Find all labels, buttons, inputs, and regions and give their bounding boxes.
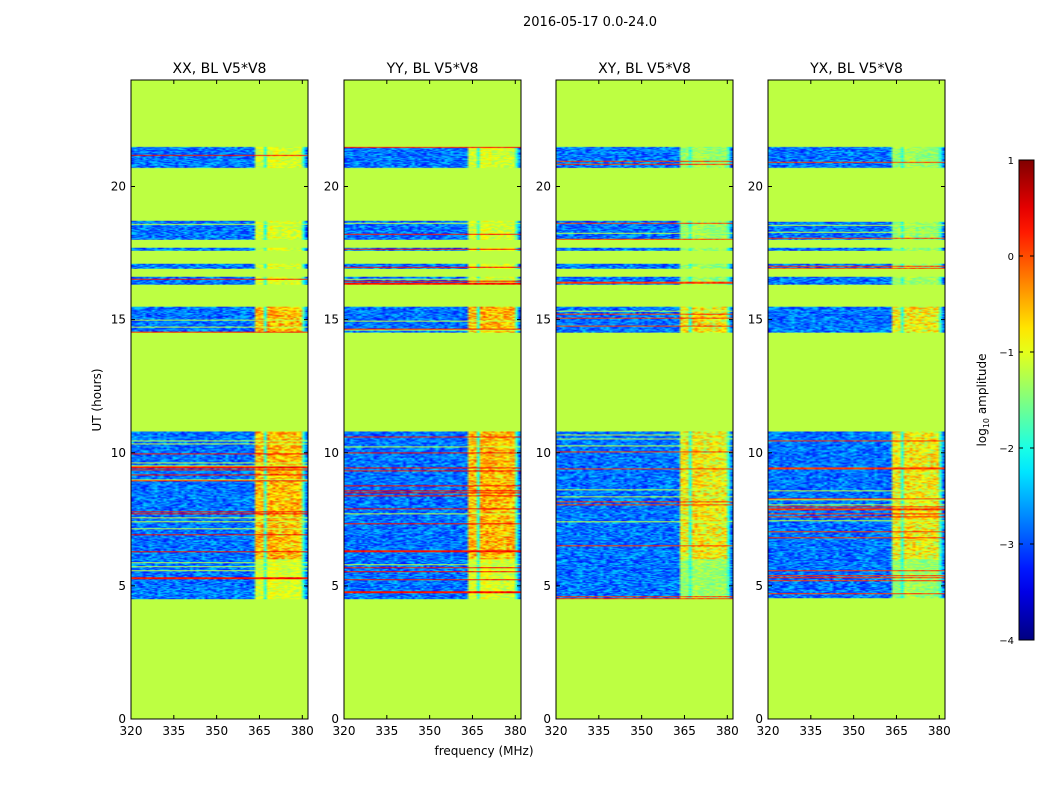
y-tick-label: 15 — [111, 313, 126, 327]
colorbar-label: log10 amplitude — [975, 354, 991, 447]
y-tick-label: 20 — [748, 180, 763, 194]
spectrogram-image — [556, 80, 733, 719]
panel-title: YY, BL V5*V8 — [386, 61, 479, 77]
colorbar: log10 amplitude 1 0 −1 −2 −3 −4 — [975, 156, 1035, 647]
x-tick-label: 320 — [757, 724, 780, 738]
colorbar-tick-label: −2 — [999, 444, 1014, 455]
plot-frame — [343, 79, 522, 720]
x-tick-label: 320 — [120, 724, 143, 738]
x-tick-label: 380 — [928, 724, 951, 738]
x-tick-label: 350 — [842, 724, 865, 738]
figure-suptitle: 2016-05-17 0.0-24.0 — [523, 15, 657, 30]
y-tick-label: 0 — [118, 712, 126, 726]
y-tick-label: 5 — [331, 579, 339, 593]
x-tick-label: 350 — [630, 724, 653, 738]
panel-4: YX, BL V5*V8 320 335 350 365 380 0 5 10 15 20 — [748, 61, 951, 738]
panel-title: XX, BL V5*V8 — [173, 61, 267, 77]
x-tick-label: 320 — [545, 724, 568, 738]
y-tick-label: 10 — [324, 446, 339, 460]
y-tick-label: 5 — [118, 579, 126, 593]
x-tick-label: 380 — [291, 724, 314, 738]
y-tick-label: 5 — [755, 579, 763, 593]
y-tick-label: 5 — [543, 579, 551, 593]
y-tick-label: 15 — [324, 313, 339, 327]
x-tick-label: 380 — [716, 724, 739, 738]
x-tick-label: 320 — [333, 724, 356, 738]
panel-title: YX, BL V5*V8 — [809, 61, 903, 77]
y-tick-label: 0 — [331, 712, 339, 726]
colorbar-ramp — [1018, 159, 1035, 641]
panel-1: XX, BL V5*V8 320 335 350 365 380 0 5 10 15 20 — [111, 61, 314, 738]
x-tick-label: 335 — [162, 724, 185, 738]
x-tick-label: 350 — [205, 724, 228, 738]
y-axis-label: UT (hours) — [90, 368, 104, 431]
panel-2: YY, BL V5*V8 320 335 350 365 380 0 5 10 15 20 — [324, 61, 527, 738]
y-tick-label: 15 — [536, 313, 551, 327]
spectrogram-image — [344, 80, 521, 719]
x-tick-label: 350 — [418, 724, 441, 738]
colorbar-tick-label: −3 — [999, 540, 1014, 551]
plot-frame — [555, 79, 734, 720]
y-tick-label: 10 — [748, 446, 763, 460]
x-tick-label: 365 — [885, 724, 908, 738]
colorbar-tick-label: 1 — [1008, 156, 1014, 167]
y-tick-label: 20 — [111, 180, 126, 194]
x-tick-label: 365 — [461, 724, 484, 738]
panel-title: XY, BL V5*V8 — [598, 61, 691, 77]
x-tick-label: 380 — [504, 724, 527, 738]
spectrogram-image — [131, 80, 308, 719]
colorbar-tick-label: −4 — [999, 636, 1014, 647]
panel-3: XY, BL V5*V8 320 335 350 365 380 0 5 10 15 20 — [536, 61, 739, 738]
colorbar-tick-label: 0 — [1008, 252, 1014, 263]
x-tick-label: 335 — [375, 724, 398, 738]
x-tick-label: 365 — [248, 724, 271, 738]
y-tick-label: 15 — [748, 313, 763, 327]
y-tick-label: 20 — [536, 180, 551, 194]
x-tick-label: 365 — [673, 724, 696, 738]
y-tick-label: 0 — [755, 712, 763, 726]
y-tick-label: 0 — [543, 712, 551, 726]
x-tick-label: 335 — [799, 724, 822, 738]
colorbar-tick-label: −1 — [999, 348, 1014, 359]
y-tick-label: 20 — [324, 180, 339, 194]
y-tick-label: 10 — [536, 446, 551, 460]
plot-frame — [130, 79, 309, 720]
plot-frame — [767, 79, 946, 720]
spectrogram-image — [768, 80, 945, 719]
y-tick-label: 10 — [111, 446, 126, 460]
x-axis-label: frequency (MHz) — [434, 744, 533, 758]
x-tick-label: 335 — [587, 724, 610, 738]
